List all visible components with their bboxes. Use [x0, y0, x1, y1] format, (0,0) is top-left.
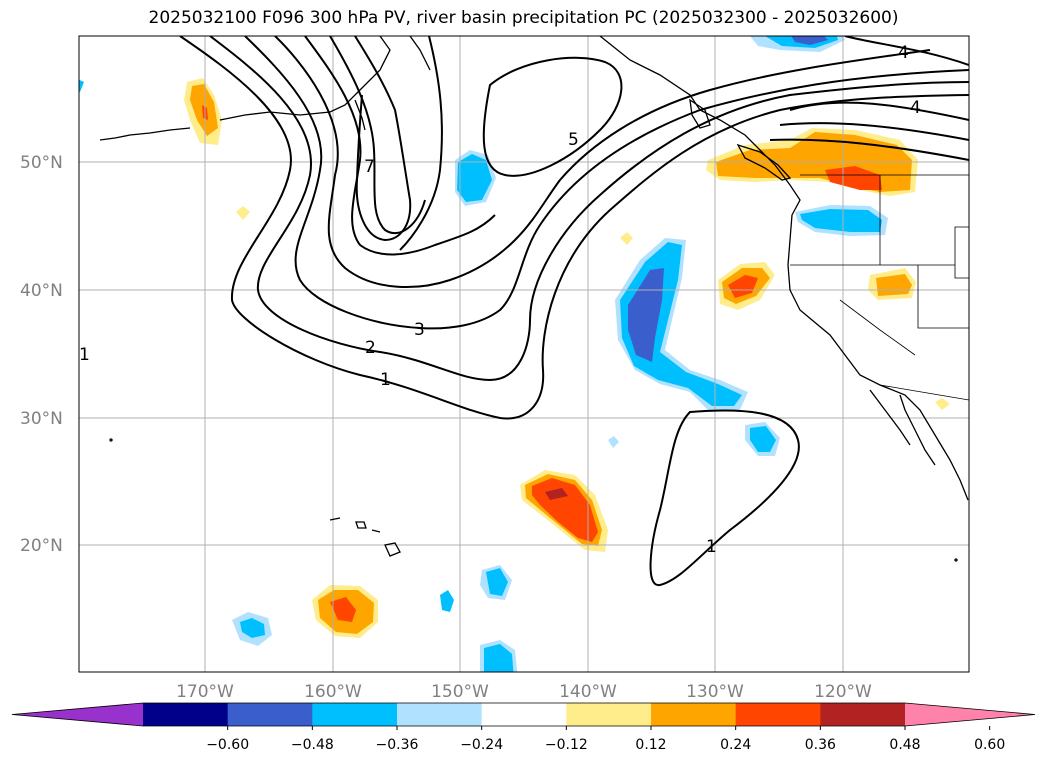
contour-label: 4 — [910, 98, 921, 118]
colorbar-tick-label: −0.48 — [291, 737, 334, 753]
lon-label: 140°W — [559, 682, 617, 702]
precip-negative-anomalies — [79, 36, 888, 672]
lon-label: 150°W — [431, 682, 489, 702]
colorbar-swatch — [481, 703, 567, 726]
lat-label: 40°N — [20, 281, 63, 301]
lat-label: 50°N — [20, 153, 63, 173]
contour-label: 1 — [79, 345, 90, 365]
political-borders — [790, 174, 969, 401]
longitude-labels: 170°W 160°W 150°W 140°W 130°W 120°W — [176, 682, 872, 702]
lon-label: 130°W — [686, 682, 744, 702]
colorbar: −0.60 −0.48 −0.36 −0.24 −0.12 0.12 0.24 0.36 0.4… — [11, 702, 1036, 753]
contour-label: 1 — [706, 537, 717, 557]
colorbar-tick-label: 0.36 — [805, 737, 836, 753]
colorbar-tick-label: −0.36 — [376, 737, 419, 753]
colorbar-swatch — [651, 703, 737, 726]
colorbar-tick-label: −0.60 — [206, 737, 249, 753]
colorbar-swatch — [566, 703, 652, 726]
colorbar-outline — [11, 702, 1036, 727]
colorbar-extend-max — [905, 703, 1035, 726]
contour-label: 1 — [380, 370, 391, 390]
colorbar-swatch — [735, 703, 821, 726]
pv-contour-labels: 7 5 4 4 3 2 1 1 1 — [79, 43, 921, 557]
colorbar-tick-label: 0.60 — [974, 737, 1005, 753]
colorbar-extend-min — [12, 703, 143, 726]
pv-contours — [179, 36, 969, 587]
contour-label: 7 — [364, 157, 375, 177]
colorbar-swatch — [312, 703, 398, 726]
graticule — [79, 36, 969, 672]
contour-label: 5 — [568, 130, 579, 150]
colorbar-swatch — [143, 703, 229, 726]
contour-label: 3 — [414, 320, 425, 340]
lat-label: 30°N — [20, 409, 63, 429]
colorbar-tick-label: −0.12 — [545, 737, 588, 753]
coastlines — [99, 36, 969, 562]
colorbar-tick-label: 0.12 — [635, 737, 666, 753]
lon-label: 170°W — [176, 682, 234, 702]
precip-positive-anomalies — [184, 78, 950, 638]
lon-label: 120°W — [814, 682, 872, 702]
colorbar-swatch — [820, 703, 906, 726]
colorbar-tick-label: 0.24 — [720, 737, 751, 753]
map-border — [78, 35, 970, 673]
colorbar-tick-label: 0.48 — [889, 737, 920, 753]
lat-label: 20°N — [20, 536, 63, 556]
latitude-labels: 50°N 40°N 30°N 20°N — [20, 153, 63, 556]
colorbar-swatch — [227, 703, 313, 726]
colorbar-tick-label: −0.24 — [460, 737, 503, 753]
lon-label: 160°W — [304, 682, 362, 702]
contour-label: 4 — [898, 43, 909, 63]
map-title: 2025032100 F096 300 hPa PV, river basin … — [148, 8, 899, 28]
contour-label: 2 — [365, 338, 376, 358]
colorbar-swatch — [397, 703, 483, 726]
